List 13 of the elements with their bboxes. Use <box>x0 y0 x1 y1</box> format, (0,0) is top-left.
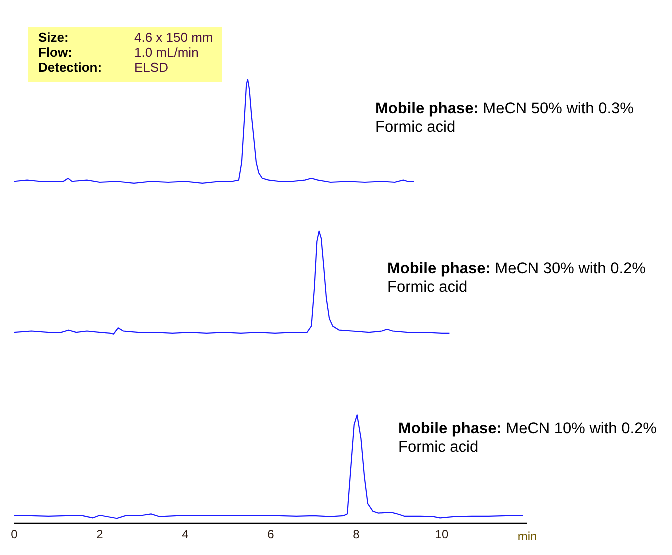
x-tick-label: 8 <box>353 528 360 542</box>
text: Size: 4.6 x 150 mm <box>38 30 214 45</box>
x-tick-label: 2 <box>96 528 104 542</box>
text: Flow: 1.0 mL/min <box>38 45 199 60</box>
x-tick-label: 4 <box>182 528 190 542</box>
text: Mobile phase: MeCN 10% with 0.2% Formic acid <box>398 420 657 456</box>
x-tick-label: 6 <box>268 528 275 542</box>
x-tick-label: 10 <box>435 528 449 542</box>
text: Detection: ELSD <box>38 60 168 75</box>
text: Mobile phase: MeCN 50% with 0.3% Formic acid <box>376 100 634 136</box>
x-tick-label: 0 <box>11 528 18 542</box>
x-axis-title: min <box>518 530 538 544</box>
text: Mobile phase: MeCN 30% with 0.2% Formic acid <box>388 260 646 296</box>
